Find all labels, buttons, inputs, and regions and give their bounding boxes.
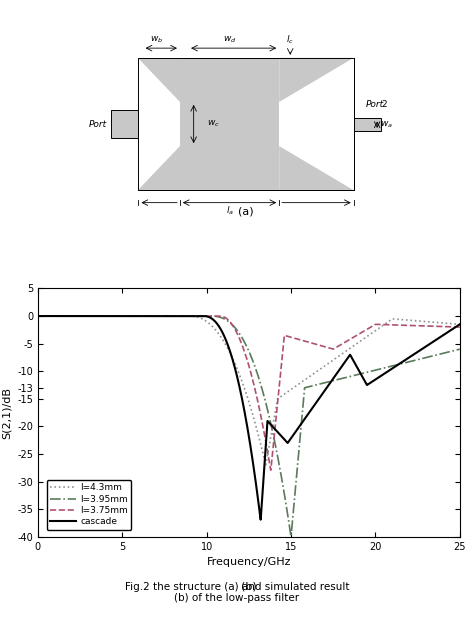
Bar xyxy=(138,58,354,190)
l=3.95mm xyxy=(403,359,409,366)
Text: 1: 1 xyxy=(120,120,126,128)
Text: $w_b$: $w_b$ xyxy=(150,35,163,45)
l=3.75mm xyxy=(35,312,41,320)
cascade xyxy=(258,516,264,523)
Text: Port: Port xyxy=(89,120,107,128)
l=4.3mm xyxy=(449,320,455,328)
Bar xyxy=(138,58,180,102)
Y-axis label: S(2,1)/dB: S(2,1)/dB xyxy=(1,387,11,439)
cascade xyxy=(449,326,455,333)
Bar xyxy=(138,102,180,146)
Text: $l_c$: $l_c$ xyxy=(286,33,294,46)
l=3.95mm xyxy=(457,346,463,353)
cascade xyxy=(83,312,89,320)
Bar xyxy=(138,58,354,190)
Text: (a): (a) xyxy=(238,207,254,217)
Text: $w_a$: $w_a$ xyxy=(380,120,393,130)
Line: l=3.95mm: l=3.95mm xyxy=(38,316,460,536)
Bar xyxy=(279,146,354,190)
l=3.95mm xyxy=(215,313,221,320)
Line: l=4.3mm: l=4.3mm xyxy=(38,316,460,465)
l=3.75mm xyxy=(457,323,463,331)
l=4.3mm xyxy=(83,312,89,320)
Text: Fig.2 the structure (a) and simulated result
(b) of the low-pass filter: Fig.2 the structure (a) and simulated re… xyxy=(125,582,349,603)
l=4.3mm xyxy=(263,461,268,468)
l=3.95mm xyxy=(197,312,202,320)
l=3.95mm xyxy=(35,312,41,320)
Text: 2: 2 xyxy=(382,100,387,109)
Bar xyxy=(354,118,381,131)
l=3.95mm xyxy=(449,347,455,355)
Polygon shape xyxy=(138,58,180,102)
Polygon shape xyxy=(279,146,354,190)
l=4.3mm xyxy=(197,314,202,321)
X-axis label: Frequency/GHz: Frequency/GHz xyxy=(207,557,291,567)
cascade xyxy=(108,312,114,320)
cascade xyxy=(215,321,221,329)
cascade xyxy=(457,321,463,328)
l=3.95mm xyxy=(108,312,114,320)
l=4.3mm xyxy=(108,312,114,320)
Text: $w_c$: $w_c$ xyxy=(208,118,220,130)
Line: l=3.75mm: l=3.75mm xyxy=(38,316,460,470)
Text: $l_a$: $l_a$ xyxy=(226,205,234,217)
l=3.75mm xyxy=(403,321,409,329)
l=3.75mm xyxy=(268,466,273,474)
Text: Port: Port xyxy=(365,100,383,109)
Bar xyxy=(138,146,180,190)
cascade xyxy=(35,312,41,320)
l=3.75mm xyxy=(83,312,89,320)
Polygon shape xyxy=(138,146,180,190)
Text: $w_d$: $w_d$ xyxy=(223,35,236,45)
Polygon shape xyxy=(279,58,354,102)
l=4.3mm xyxy=(403,317,409,324)
l=3.75mm xyxy=(108,312,114,320)
l=4.3mm xyxy=(35,312,41,320)
Legend: l=4.3mm, l=3.95mm, l=3.75mm, cascade: l=4.3mm, l=3.95mm, l=3.75mm, cascade xyxy=(46,480,131,530)
l=3.75mm xyxy=(449,323,455,331)
l=3.95mm xyxy=(288,532,294,540)
l=4.3mm xyxy=(457,321,463,328)
Bar xyxy=(279,102,354,146)
Bar xyxy=(279,58,354,102)
l=3.75mm xyxy=(197,312,202,320)
cascade xyxy=(403,355,409,363)
l=3.75mm xyxy=(215,312,221,320)
cascade xyxy=(197,312,202,320)
l=4.3mm xyxy=(215,329,221,337)
Bar xyxy=(111,110,138,138)
Text: (b): (b) xyxy=(241,581,257,592)
l=3.95mm xyxy=(83,312,89,320)
Line: cascade: cascade xyxy=(38,316,460,520)
